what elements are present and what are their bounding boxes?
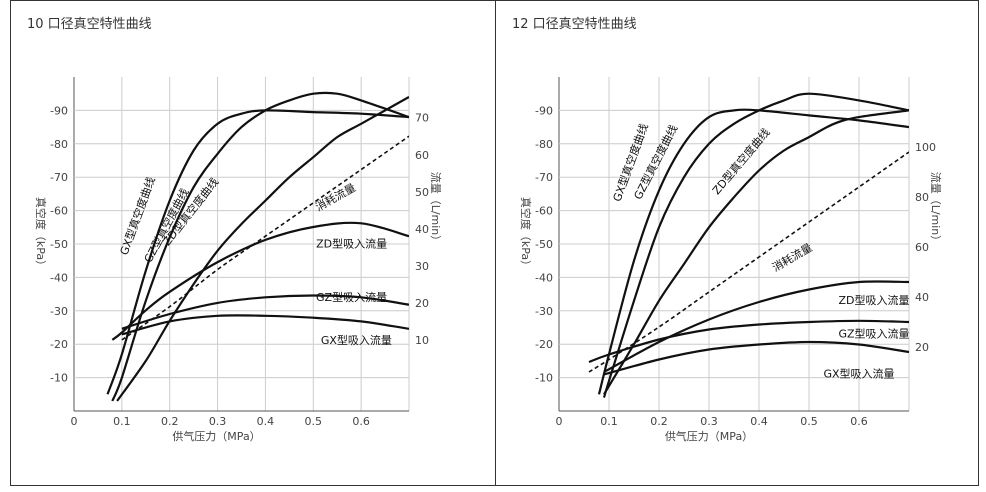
y2-tick-label: 40: [415, 223, 429, 236]
y-axis-label: 真空度（kPa）: [34, 197, 48, 271]
chart-title: 12 口径真空特性曲线: [512, 17, 637, 32]
consumption-flow-line: [121, 135, 409, 341]
suction-flow-curve: [588, 319, 909, 364]
x-tick-label: 0.6: [352, 415, 370, 428]
suction-flow-curve: [603, 340, 909, 376]
x-tick-label: 0.4: [750, 415, 768, 428]
x-tick-label: 0: [556, 415, 563, 428]
y-tick-label: -10: [535, 372, 553, 385]
x-tick-label: 0.5: [800, 415, 818, 428]
y-tick-label: -40: [50, 271, 68, 284]
chart-panel-10: 10 口径真空特性曲线 0 0.1 0.2 0.3 0.4 0.5 0.6 -10 -20 -30…: [10, 0, 496, 486]
y2-tick-label: 60: [915, 241, 929, 254]
curve-label: 消耗流量: [313, 180, 358, 214]
vacuum-curve: [106, 109, 409, 395]
chart-panel-12: 12 口径真空特性曲线 0 0.1 0.2 0.3 0.4 0.5 0.6 -10 -20 -30…: [495, 0, 979, 486]
chart-10: 0 0.1 0.2 0.3 0.4 0.5 0.6 -10 -20 -30 -40 -50 -60 -70…: [34, 77, 443, 443]
vacuum-curve: [603, 109, 909, 395]
y-tick-label: -70: [535, 171, 553, 184]
y-tick-label: -80: [50, 138, 68, 151]
y-tick-label: -90: [50, 104, 68, 117]
y2-tick-label: 80: [915, 191, 929, 204]
suction-flow-curve: [603, 280, 909, 373]
y2-tick-label: 20: [415, 297, 429, 310]
curve-label: GZ型吸入流量: [316, 290, 387, 304]
curve-label: GZ型吸入流量: [838, 327, 909, 341]
curve-group: [106, 91, 409, 402]
x-tick-label: 0.1: [600, 415, 618, 428]
x-tick-label: 0.3: [700, 415, 718, 428]
suction-flow-curve: [121, 314, 409, 336]
suction-flow-curve: [121, 294, 409, 330]
x-tick-label: 0.6: [850, 415, 868, 428]
vacuum-curve: [111, 91, 409, 402]
y2-tick-label: 100: [915, 141, 936, 154]
y-tick-label: -40: [535, 271, 553, 284]
y-tick-label: -30: [535, 305, 553, 318]
y-tick-label: -20: [50, 338, 68, 351]
y-tick-label: -30: [50, 305, 68, 318]
curve-label: GX型吸入流量: [321, 333, 392, 347]
y-axis-label: 真空度（kPa）: [519, 197, 533, 271]
x-tick-label: 0: [71, 415, 78, 428]
x-tick-label: 0.1: [113, 415, 131, 428]
x-tick-label: 0.5: [305, 415, 323, 428]
y2-tick-label: 20: [915, 341, 929, 354]
y-tick-label: -60: [535, 205, 553, 218]
curve-label: ZD型吸入流量: [838, 293, 909, 307]
y2-tick-label: 30: [415, 260, 429, 273]
y2-tick-label: 60: [415, 149, 429, 162]
y-tick-label: -50: [50, 238, 68, 251]
curve-label: GX型吸入流量: [823, 367, 894, 381]
y2-tick-label: 10: [415, 334, 429, 347]
y2-tick-label: 50: [415, 186, 429, 199]
y2-axis-label: 流量（L/min）: [929, 172, 943, 247]
vacuum-curve: [602, 92, 909, 398]
x-tick-label: 0.2: [650, 415, 668, 428]
x-axis-label: 供气压力（MPa）: [665, 429, 753, 443]
x-axis-label: 供气压力（MPa）: [172, 429, 260, 443]
y-tick-label: -50: [535, 238, 553, 251]
y-tick-label: -20: [535, 338, 553, 351]
y2-tick-label: 70: [415, 112, 429, 125]
chart-12: 0 0.1 0.2 0.3 0.4 0.5 0.6 -10 -20 -30 -40 -50 -60 -70…: [519, 77, 943, 443]
x-tick-label: 0.3: [209, 415, 227, 428]
vacuum-curve: [597, 108, 909, 395]
chart-title: 10 口径真空特性曲线: [27, 17, 152, 32]
y-tick-label: -10: [50, 372, 68, 385]
y2-axis-label: 流量（L/min）: [429, 172, 443, 247]
y-tick-label: -70: [50, 171, 68, 184]
curve-label: ZD型吸入流量: [316, 236, 387, 250]
y-tick-label: -90: [535, 104, 553, 117]
y2-tick-label: 40: [915, 291, 929, 304]
x-tick-label: 0.2: [161, 415, 179, 428]
curve-group: [588, 92, 909, 398]
y-tick-label: -60: [50, 205, 68, 218]
x-tick-label: 0.4: [257, 415, 275, 428]
consumption-flow-line: [588, 151, 909, 373]
y-tick-label: -80: [535, 138, 553, 151]
